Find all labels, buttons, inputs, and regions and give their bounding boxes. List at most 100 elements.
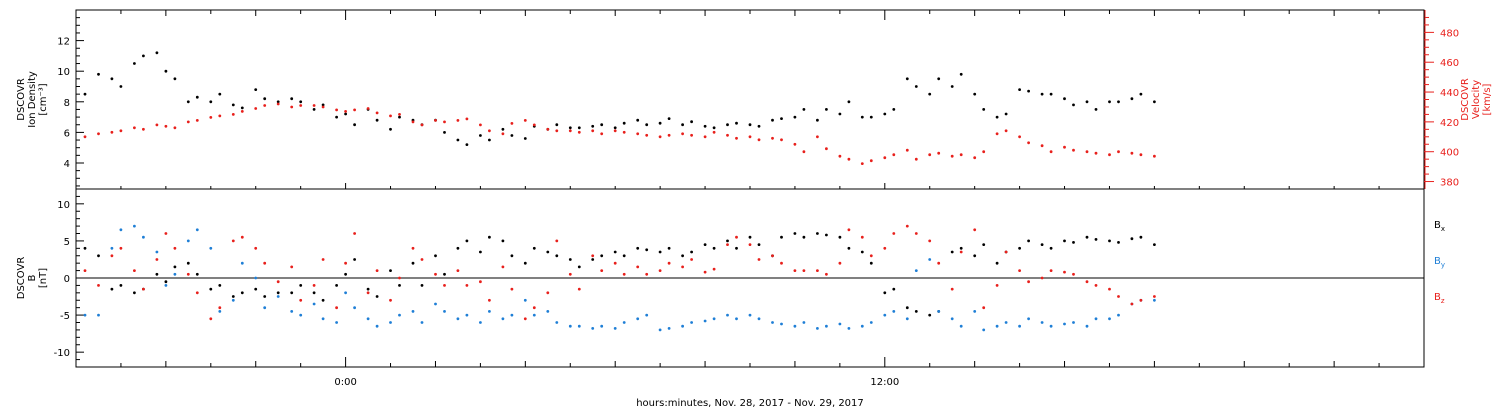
By-point [869, 321, 873, 324]
By-point [398, 313, 401, 317]
Bz-point [690, 258, 693, 261]
Bx-point [411, 261, 415, 265]
Bz-point [613, 261, 617, 265]
Bz-point [501, 265, 505, 269]
Bz-point [523, 317, 527, 321]
density-axis-label-line: Ion Density [27, 71, 38, 128]
By-point [847, 327, 851, 330]
Bx-point [510, 254, 514, 258]
Bx-point [577, 265, 581, 269]
velocity-point [488, 129, 491, 133]
Bz-point [869, 254, 873, 258]
By-point [757, 317, 761, 321]
velocity-point [937, 151, 941, 155]
velocity-point [398, 113, 401, 116]
By-point [240, 261, 244, 265]
velocity-point [771, 136, 774, 140]
Bx-point [982, 243, 986, 247]
density-point [959, 72, 963, 76]
density-point [1130, 97, 1134, 101]
velocity-point [577, 130, 581, 134]
velocity-point [905, 148, 909, 152]
Bx-point [434, 254, 437, 258]
By-point [276, 295, 280, 298]
density-point [164, 69, 168, 73]
velocity-point [276, 102, 280, 106]
Bz-point [645, 272, 649, 276]
Bz-point [914, 232, 918, 235]
By-point [1040, 321, 1044, 324]
density-point [703, 124, 707, 128]
density-point [97, 72, 100, 76]
density-point [299, 100, 303, 104]
density-point [254, 88, 258, 91]
density-point [1094, 108, 1098, 111]
density-point [119, 85, 123, 88]
density-point [860, 115, 864, 119]
velocity-point [825, 147, 828, 151]
velocity-point [195, 119, 199, 122]
Bz-point [479, 280, 482, 284]
velocity-point [353, 108, 356, 112]
velocity-point [411, 120, 415, 124]
density-point [142, 54, 145, 58]
Bx-point [1085, 235, 1089, 239]
Bz-point [681, 265, 684, 269]
Bz-point [959, 250, 963, 254]
Bz-point [802, 269, 806, 272]
Bz-point [1117, 295, 1120, 298]
By-point [389, 321, 392, 324]
legend-Bz-sub: z [1441, 297, 1445, 305]
Bz-point [591, 254, 595, 258]
velocity-point [1027, 141, 1030, 145]
velocity-point [600, 132, 604, 136]
density-point [389, 127, 392, 131]
velocity-point [254, 107, 258, 110]
velocity-point [1108, 153, 1111, 157]
Bx-point [335, 284, 338, 287]
Bx-point [1139, 235, 1143, 239]
velocity-point [973, 156, 977, 160]
density-point [780, 117, 783, 120]
density-point [591, 124, 595, 128]
density-point [375, 118, 379, 122]
Bz-point [97, 284, 100, 287]
By-point [479, 321, 482, 324]
By-point [344, 291, 347, 295]
By-point [254, 276, 258, 280]
velocity-point [726, 133, 729, 137]
velocity-tick-label: 420 [1440, 118, 1459, 129]
Bz-point [335, 306, 338, 310]
series-Bx [83, 232, 1156, 317]
velocity-point [1153, 154, 1156, 158]
By-point [703, 319, 707, 323]
velocity-point [681, 132, 684, 136]
Bx-point [905, 306, 909, 310]
By-point [366, 317, 370, 321]
density-point [937, 77, 941, 81]
velocity-point [218, 114, 222, 118]
Bx-point [748, 235, 752, 239]
By-point [959, 324, 963, 328]
By-point [546, 310, 550, 313]
velocity-point [321, 105, 325, 109]
Bz-point [636, 265, 640, 269]
Bx-point [501, 239, 505, 243]
By-point [793, 324, 797, 328]
By-point [600, 324, 604, 328]
velocity-point [860, 162, 864, 166]
velocity-point [892, 153, 896, 157]
By-point [321, 317, 325, 321]
Bz-point [847, 228, 851, 232]
density-point [914, 85, 918, 88]
velocity-point [780, 138, 783, 142]
By-point [532, 313, 536, 317]
Bx-point [456, 246, 460, 250]
Bz-point [937, 261, 941, 265]
By-point [353, 306, 356, 310]
velocity-point [613, 129, 617, 133]
velocity-point [173, 126, 177, 130]
velocity-axis-label-line: Velocity [1471, 80, 1482, 119]
Bz-point [950, 287, 954, 291]
density-tick-label: 6 [64, 128, 70, 139]
